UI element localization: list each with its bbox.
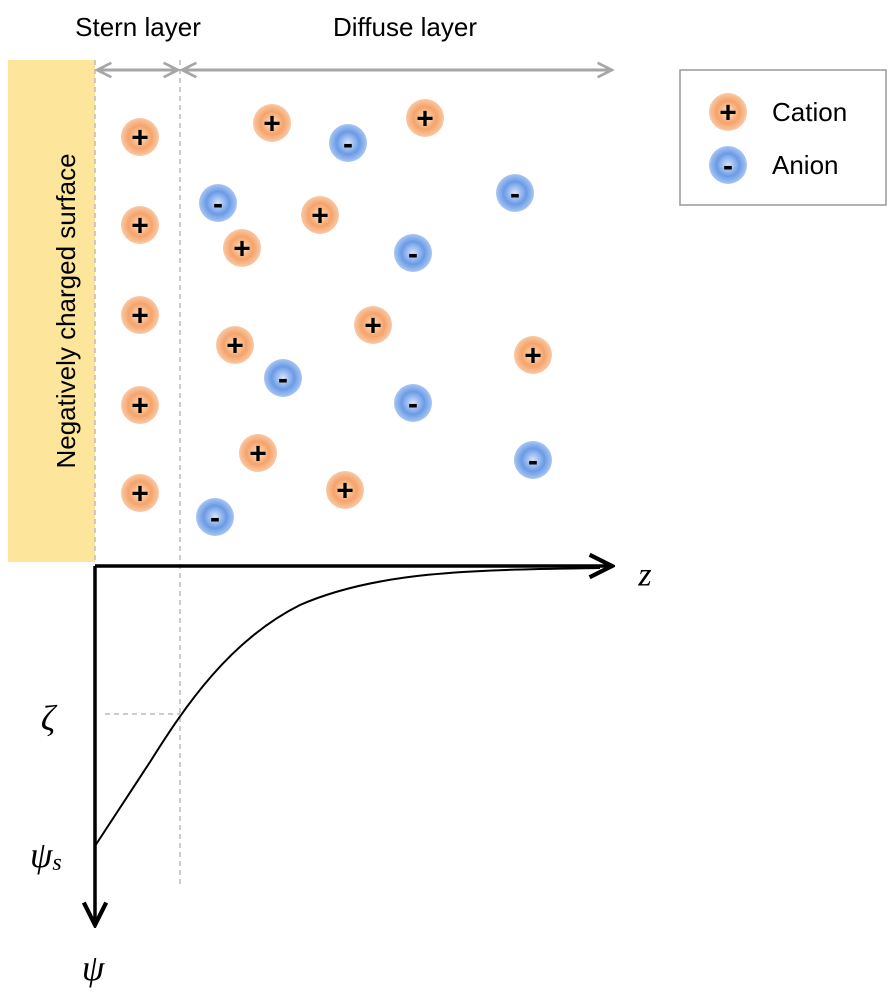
psi-s-main: ψ [30,835,53,875]
anion-sign: - [343,128,353,161]
legend-label: Cation [772,97,847,127]
anion [709,146,747,184]
cation [121,386,159,424]
anion [514,441,552,479]
anion-sign: - [510,178,520,211]
cation [709,93,747,131]
z-label: z [637,557,651,594]
anion-sign: - [278,363,288,396]
cation-sign: + [524,340,542,373]
ions: ++++++ +++++ +++-- ------ [121,99,552,536]
anion-sign: - [723,150,733,183]
anion-sign: - [528,445,538,478]
diffuse-label: Diffuse layer [333,12,477,42]
anion [199,184,237,222]
potential-curve [94,567,601,847]
cation [121,206,159,244]
legend-items: + Cation - Anion [709,93,847,184]
cation [253,104,291,142]
anion [394,234,432,272]
cation-sign: + [226,330,244,363]
zeta-label: ζ [41,698,58,738]
cation-sign: + [131,210,149,243]
anion [264,359,302,397]
cation [216,326,254,364]
cation-sign: + [249,438,267,471]
stern-label: Stern layer [75,12,201,42]
anion-sign: - [408,238,418,271]
legend-label: Anion [772,150,839,180]
cation-sign: + [416,103,434,136]
cation-sign: + [263,108,281,141]
cation [301,196,339,234]
cation-sign: + [311,200,329,233]
anion-sign: - [210,502,220,535]
cation [223,229,261,267]
cation-sign: + [233,233,251,266]
anion [196,498,234,536]
cation-sign: + [131,122,149,155]
anion [394,384,432,422]
cation-sign: + [131,478,149,511]
anion [329,124,367,162]
surface-label: Negatively charged surface [51,153,81,468]
cation-sign: + [131,390,149,423]
psi-label: ψ [82,948,105,988]
cation [326,471,364,509]
cation [121,118,159,156]
anion-sign: - [213,188,223,221]
psi-s-subscript: s [52,850,61,876]
cation-sign: + [719,97,737,130]
cation [406,99,444,137]
cation [121,474,159,512]
cation-sign: + [336,475,354,508]
psi-s-label: ψs [30,835,62,876]
cation [354,306,392,344]
legend [679,69,887,206]
cation-sign: + [131,300,149,333]
anion [496,174,534,212]
anion-sign: - [408,388,418,421]
charged-surface [8,60,95,562]
cation [514,336,552,374]
cation-sign: + [364,310,382,343]
cation [121,296,159,334]
cation [239,434,277,472]
